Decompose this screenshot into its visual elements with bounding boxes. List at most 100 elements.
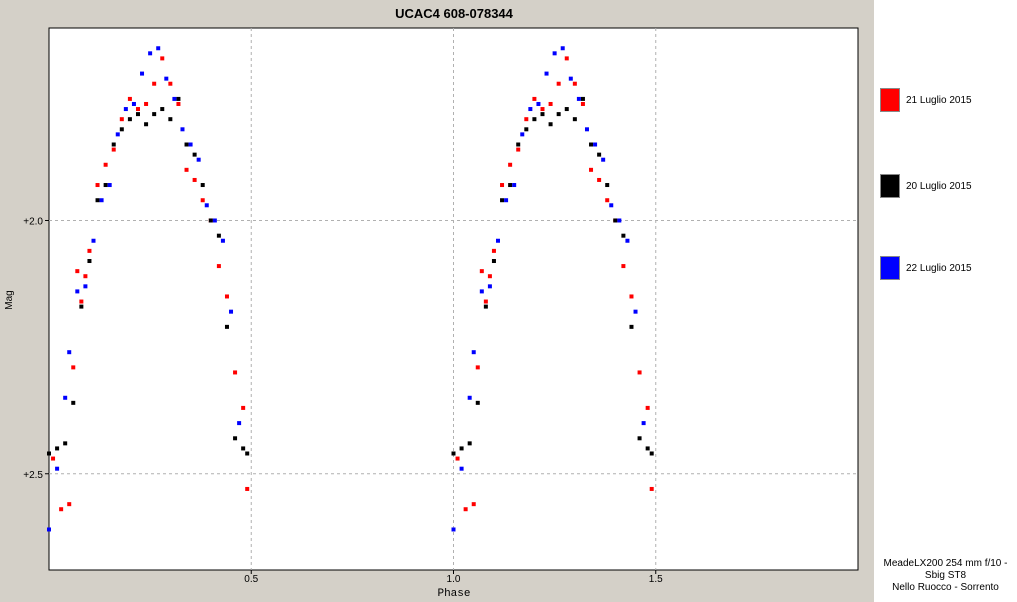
y-tick-label: +2.0: [23, 216, 43, 227]
data-point: [629, 324, 634, 329]
data-point: [512, 183, 517, 188]
data-point: [520, 132, 525, 137]
x-tick-label: 1.0: [447, 574, 461, 585]
data-point: [51, 456, 56, 461]
data-point: [224, 324, 229, 329]
data-point: [107, 183, 112, 188]
data-point: [459, 446, 464, 451]
data-point: [63, 441, 68, 446]
data-point: [483, 304, 488, 309]
data-point: [204, 203, 209, 208]
legend-label: 21 Luglio 2015: [906, 94, 972, 106]
y-axis-label: Mag: [4, 290, 15, 309]
data-point: [568, 76, 573, 81]
data-point: [491, 248, 496, 253]
credits-line: Nello Ruocco - Sorrento: [892, 582, 999, 593]
data-point: [556, 81, 561, 86]
credits: MeadeLX200 254 mm f/10 - Sbig ST8 Nello …: [874, 558, 1017, 594]
data-point: [455, 456, 460, 461]
data-point: [95, 198, 100, 203]
data-point: [237, 421, 242, 426]
data-point: [528, 107, 533, 112]
series-points: [47, 46, 646, 532]
credits-line: MeadeLX200 254 mm f/10 -: [883, 558, 1008, 569]
legend-panel: 21 Luglio 2015 20 Luglio 2015 22 Luglio …: [874, 0, 1017, 602]
data-point: [471, 502, 476, 507]
data-point: [127, 96, 132, 101]
data-point: [552, 51, 557, 56]
data-point: [156, 46, 161, 51]
data-point: [564, 107, 569, 112]
x-tick-label: 1.5: [649, 574, 663, 585]
data-point: [524, 127, 529, 132]
legend-swatch-blue: [880, 256, 900, 280]
data-point: [491, 259, 496, 264]
data-point: [135, 107, 140, 112]
data-point: [115, 132, 120, 137]
data-point: [119, 127, 124, 132]
data-point: [131, 101, 136, 106]
data-point: [123, 107, 128, 112]
data-point: [47, 527, 51, 532]
data-point: [99, 198, 104, 203]
data-point: [233, 436, 238, 441]
data-point: [95, 183, 100, 188]
data-point: [613, 218, 618, 223]
data-point: [79, 299, 84, 304]
data-point: [516, 147, 521, 152]
data-point: [637, 436, 642, 441]
data-point: [83, 284, 88, 289]
data-point: [463, 507, 468, 512]
data-point: [71, 365, 76, 370]
data-point: [540, 112, 545, 117]
data-point: [208, 218, 213, 223]
data-point: [479, 289, 484, 294]
data-point: [67, 502, 72, 507]
data-points: [47, 46, 654, 532]
data-point: [172, 96, 177, 101]
data-point: [63, 395, 68, 400]
data-point: [245, 451, 250, 456]
data-point: [572, 81, 577, 86]
chart-title: UCAC4 608-078344: [395, 6, 514, 21]
credits-line: Sbig ST8: [924, 570, 967, 581]
y-tick-label: +2.5: [23, 470, 43, 481]
data-point: [144, 101, 149, 106]
data-point: [168, 81, 173, 86]
data-point: [140, 71, 145, 76]
data-point: [152, 112, 157, 117]
data-point: [47, 451, 51, 456]
data-point: [540, 107, 545, 112]
data-point: [576, 96, 581, 101]
data-point: [593, 142, 598, 147]
data-point: [580, 101, 585, 106]
legend-label: 20 Luglio 2015: [906, 180, 972, 192]
data-point: [152, 81, 157, 86]
data-point: [500, 198, 505, 203]
data-point: [645, 405, 650, 410]
data-point: [487, 274, 492, 279]
data-point: [200, 183, 205, 188]
x-axis-label: Phase: [437, 588, 470, 600]
data-point: [216, 264, 221, 269]
data-point: [459, 466, 464, 471]
data-point: [621, 264, 626, 269]
data-point: [479, 269, 484, 274]
data-point: [91, 238, 96, 243]
data-point: [483, 299, 488, 304]
data-point: [649, 486, 654, 491]
data-point: [176, 96, 181, 101]
data-point: [87, 248, 92, 253]
data-point: [605, 183, 610, 188]
data-point: [516, 142, 521, 147]
data-point: [164, 76, 169, 81]
data-point: [103, 183, 108, 188]
data-point: [168, 117, 173, 122]
data-point: [584, 127, 589, 132]
data-point: [564, 56, 569, 61]
data-point: [67, 350, 72, 355]
data-point: [451, 451, 456, 456]
data-point: [176, 101, 181, 106]
data-point: [148, 51, 153, 56]
data-point: [119, 117, 124, 122]
